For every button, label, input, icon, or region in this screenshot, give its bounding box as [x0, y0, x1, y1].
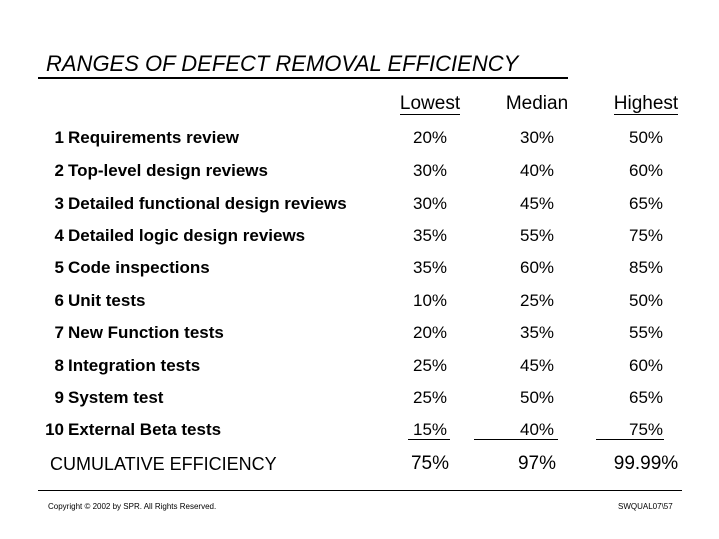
table-row: 3 Detailed functional design reviews 30% 45… [0, 192, 719, 220]
column-header-median: Median [505, 93, 569, 114]
row-label: 1 Requirements review [50, 126, 239, 150]
row-label: 9 System test [50, 386, 164, 410]
row-number: 5 [54, 258, 64, 277]
row-lowest: 20% [412, 128, 448, 147]
footer-rule [38, 490, 682, 491]
table-row: 6 Unit tests 10% 25% 50% [0, 289, 719, 317]
cumulative-highest: 99.99% [613, 453, 679, 474]
row-lowest: 15% [412, 420, 448, 439]
row-label: 8 Integration tests [50, 354, 201, 378]
row-name: External Beta tests [68, 420, 222, 439]
cumulative-median: 97% [517, 453, 557, 474]
row-number: 10 [45, 420, 64, 439]
row-label: 2 Top-level design reviews [50, 159, 268, 183]
table-row: 8 Integration tests 25% 45% 60% [0, 354, 719, 382]
row-median: 45% [519, 356, 555, 375]
row-number: 7 [54, 323, 64, 342]
row-lowest: 35% [412, 226, 448, 245]
row-highest: 55% [628, 323, 664, 342]
row-label: 3 Detailed functional design reviews [50, 192, 347, 216]
row-median: 40% [519, 420, 555, 439]
row-median: 25% [519, 291, 555, 310]
copyright-text: Copyright © 2002 by SPR. All Rights Rese… [48, 502, 217, 511]
table-row: 4 Detailed logic design reviews 35% 55% 75% [0, 224, 719, 252]
column-header-highest: Highest [613, 93, 679, 115]
row-highest: 50% [628, 128, 664, 147]
table-row: 10 External Beta tests 15% 40% 75% [0, 418, 719, 446]
row-median: 30% [519, 128, 555, 147]
table-row: 1 Requirements review 20% 30% 50% [0, 126, 719, 154]
row-highest: 75% [628, 226, 664, 245]
row-name: System test [68, 388, 164, 407]
row-label: 4 Detailed logic design reviews [50, 224, 306, 248]
row-number: 8 [54, 356, 64, 375]
row-median: 45% [519, 194, 555, 213]
row-name: Code inspections [68, 258, 210, 277]
slide-id: SWQUAL07\57 [618, 502, 673, 511]
row-name: New Function tests [68, 323, 224, 342]
slide-title: RANGES OF DEFECT REMOVAL EFFICIENCY [46, 51, 519, 76]
cumulative-lowest: 75% [410, 453, 450, 474]
row-highest: 85% [628, 258, 664, 277]
column-header-lowest: Lowest [399, 93, 461, 115]
row-highest: 50% [628, 291, 664, 310]
row-name: Top-level design reviews [68, 161, 268, 180]
row-number: 6 [54, 291, 64, 310]
cumulative-label: CUMULATIVE EFFICIENCY [50, 454, 277, 474]
table-row: 5 Code inspections 35% 60% 85% [0, 256, 719, 284]
row-name: Requirements review [68, 128, 240, 147]
row-number: 4 [54, 226, 64, 245]
row-lowest: 25% [412, 356, 448, 375]
row-highest: 60% [628, 161, 664, 180]
table-row: 7 New Function tests 20% 35% 55% [0, 321, 719, 349]
row-lowest: 30% [412, 194, 448, 213]
row-lowest: 10% [412, 291, 448, 310]
row-name: Detailed logic design reviews [68, 226, 306, 245]
row-lowest: 25% [412, 388, 448, 407]
row-highest: 60% [628, 356, 664, 375]
row-median: 35% [519, 323, 555, 342]
row-highest: 65% [628, 388, 664, 407]
row-number: 9 [54, 388, 64, 407]
sum-rule-lowest [408, 439, 450, 440]
title-underline [38, 77, 568, 79]
sum-rule-highest [596, 439, 664, 440]
row-label: 7 New Function tests [50, 321, 224, 345]
row-name: Integration tests [68, 356, 201, 375]
row-median: 60% [519, 258, 555, 277]
row-median: 40% [519, 161, 555, 180]
row-lowest: 35% [412, 258, 448, 277]
row-highest: 65% [628, 194, 664, 213]
cumulative-row: CUMULATIVE EFFICIENCY 75% 97% 99.99% [0, 452, 719, 480]
row-label: 10 External Beta tests [44, 418, 221, 442]
row-name: Detailed functional design reviews [68, 194, 347, 213]
row-label: 5 Code inspections [50, 256, 210, 280]
row-median: 50% [519, 388, 555, 407]
row-lowest: 30% [412, 161, 448, 180]
row-lowest: 20% [412, 323, 448, 342]
row-highest: 75% [628, 420, 664, 439]
row-number: 1 [54, 128, 64, 147]
sum-rule-median [474, 439, 558, 440]
row-label: 6 Unit tests [50, 289, 146, 313]
table-row: 9 System test 25% 50% 65% [0, 386, 719, 414]
row-median: 55% [519, 226, 555, 245]
table-row: 2 Top-level design reviews 30% 40% 60% [0, 159, 719, 187]
row-number: 3 [54, 194, 64, 213]
row-name: Unit tests [68, 291, 146, 310]
row-number: 2 [54, 161, 64, 180]
